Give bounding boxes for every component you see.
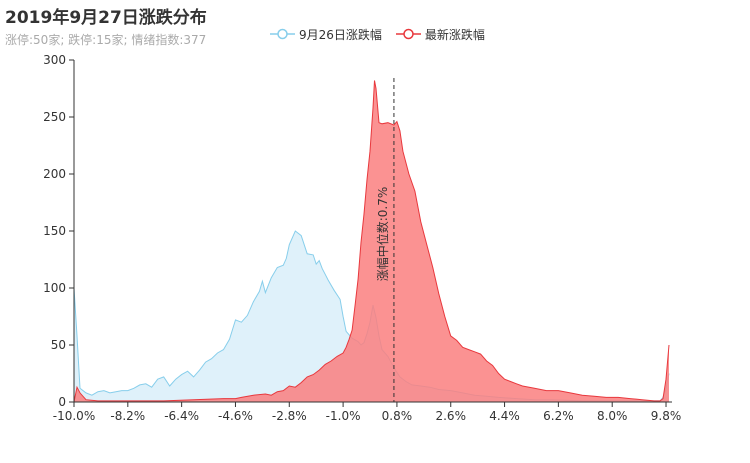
legend-marker-latest-icon (395, 28, 421, 40)
y-tick-label: 100 (43, 281, 66, 295)
median-label: 涨幅中位数:0.7% (375, 187, 390, 282)
series-line-1 (73, 80, 670, 403)
x-tick-label: -10.0% (53, 409, 95, 423)
x-tick-label: -6.4% (164, 409, 199, 423)
legend-item-prev-day[interactable]: 9月26日涨跌幅 (270, 26, 382, 43)
x-tick-label: -1.0% (326, 409, 361, 423)
x-tick-label: 4.4% (489, 409, 520, 423)
legend-item-latest[interactable]: 最新涨跌幅 (395, 26, 485, 43)
y-tick-label: 0 (58, 395, 66, 409)
legend-label-latest: 最新涨跌幅 (424, 27, 485, 42)
x-tick-label: 8.0% (597, 409, 628, 423)
chart-title: 2019年9月27日涨跌分布 (5, 8, 207, 28)
x-tick-label: -4.6% (218, 409, 253, 423)
x-tick-label: -8.2% (110, 409, 145, 423)
x-tick-label: 2.6% (435, 409, 466, 423)
x-tick-label: 9.8% (651, 409, 682, 423)
x-tick-label: 6.2% (543, 409, 574, 423)
legend-label-prev-day: 9月26日涨跌幅 (299, 27, 382, 42)
y-tick-label: 150 (43, 224, 66, 238)
chart-legend: 9月26日涨跌幅 最新涨跌幅 (270, 25, 485, 43)
y-tick-label: 300 (43, 53, 66, 67)
x-tick-label: 0.8% (382, 409, 413, 423)
series-area-1 (74, 80, 669, 402)
chart-subtitle: 涨停:50家; 跌停:15家; 情绪指数:377 (5, 33, 207, 47)
y-tick-label: 200 (43, 167, 66, 181)
y-tick-label: 250 (43, 110, 66, 124)
legend-marker-prev-day-icon (270, 28, 295, 40)
y-tick-label: 50 (51, 338, 66, 352)
x-tick-label: -2.8% (272, 409, 307, 423)
